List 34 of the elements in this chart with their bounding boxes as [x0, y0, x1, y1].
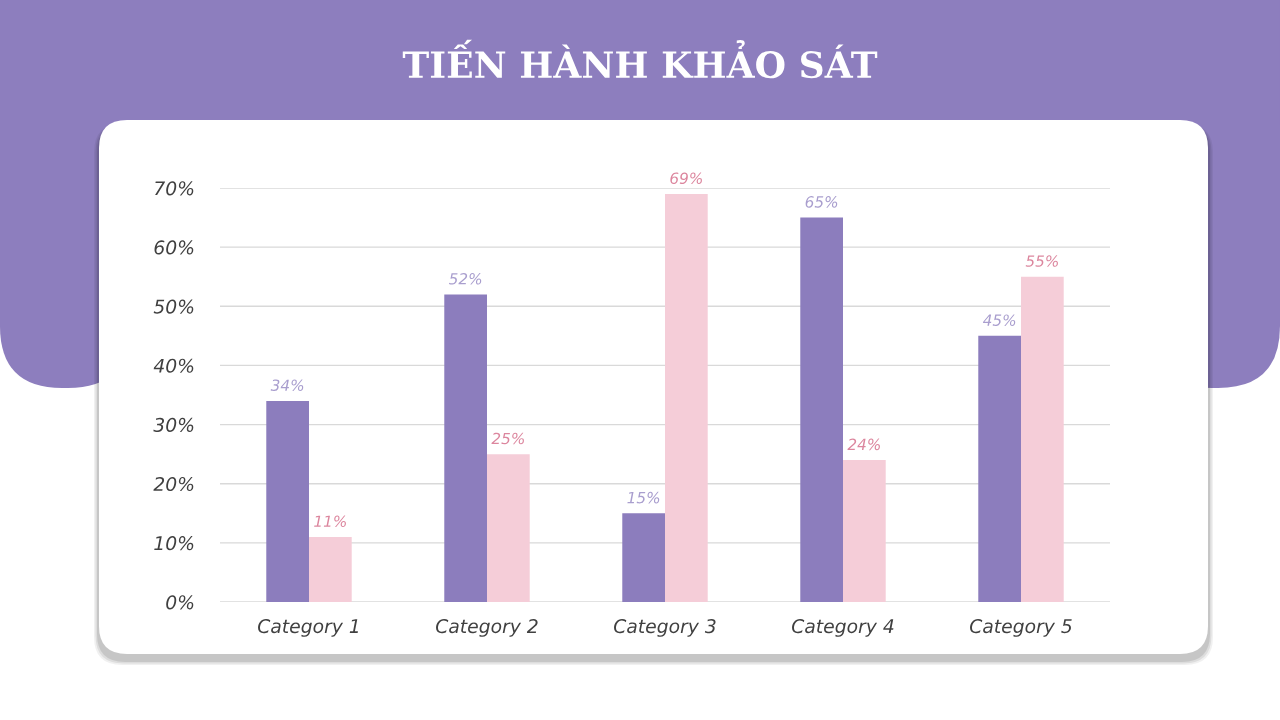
x-tick-label: Category 5 [970, 619, 1072, 637]
bar [444, 294, 487, 602]
data-label: 65% [805, 196, 838, 208]
bar [487, 454, 530, 602]
bar [978, 335, 1021, 602]
chart-title: TIẾN HÀNH KHẢO SÁT [402, 39, 878, 79]
data-label: 55% [1025, 255, 1058, 267]
y-tick-label: 30% [153, 417, 194, 432]
bar [665, 193, 708, 602]
x-tick-label: Category 1 [258, 619, 358, 637]
y-tick-label: 40% [153, 358, 194, 373]
y-tick-label: 50% [153, 299, 194, 314]
bar [622, 513, 665, 602]
y-tick-label: 0% [166, 595, 194, 610]
data-label: 52% [448, 273, 482, 285]
data-label: 24% [847, 438, 880, 451]
bar [266, 400, 309, 602]
data-label: 69% [670, 172, 702, 185]
bar [309, 536, 352, 602]
y-tick-label: 10% [154, 536, 194, 551]
y-tick-label: 60% [154, 240, 194, 255]
x-tick-label: Category 3 [614, 619, 716, 637]
bar [1021, 276, 1064, 602]
y-tick-label: 70% [155, 181, 194, 196]
bar [843, 460, 886, 602]
x-tick-label: Category 4 [792, 619, 894, 637]
data-label: 15% [627, 491, 660, 504]
data-label: 34% [270, 379, 304, 392]
bar [800, 217, 843, 602]
x-tick-label: Category 2 [436, 619, 538, 637]
data-label: 25% [491, 432, 524, 445]
data-label: 11% [314, 515, 346, 528]
data-label: 45% [982, 314, 1016, 326]
y-tick-label: 20% [153, 476, 194, 492]
